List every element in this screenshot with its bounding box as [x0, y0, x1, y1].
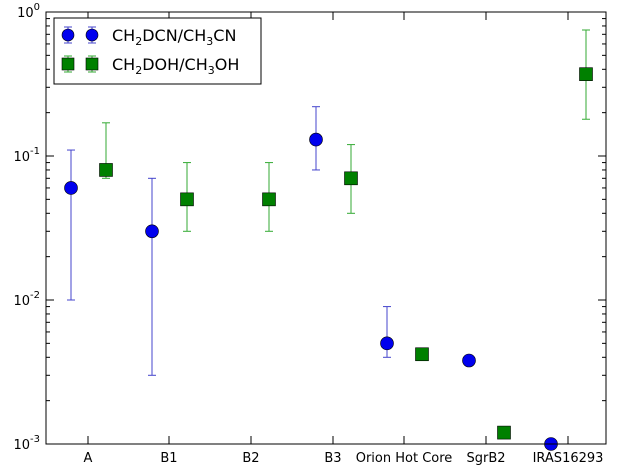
legend-marker-circle [61, 28, 75, 42]
legend-subscript: 2 [135, 64, 142, 77]
legend-text-part: CN [213, 26, 236, 45]
x-tick-label: A [84, 451, 93, 466]
data-point-square [497, 425, 511, 440]
y-tick-label: 10-2 [13, 290, 40, 309]
legend-marker-circle [85, 28, 99, 42]
legend-subscript: 3 [208, 64, 215, 77]
y-tick-exponent: 0 [34, 2, 40, 13]
y-tick-exponent: -2 [30, 290, 40, 301]
plot-frame [45, 11, 607, 445]
x-axis: A B1 B2 B3 Orion Hot Core SgrB2 IRAS16293 [84, 12, 604, 466]
legend-subscript: 2 [135, 35, 142, 48]
legend-text-part: OH [215, 55, 240, 74]
legend-label: CH2DCN/CH3CN [112, 26, 236, 48]
y-tick-base: 10 [13, 150, 30, 165]
y-tick-base: 10 [13, 294, 30, 309]
series-1 [64, 106, 558, 451]
data-point-circle [145, 224, 159, 239]
legend-marker-square [85, 57, 99, 71]
legend-text-part: CH [112, 55, 135, 74]
series-2 [99, 29, 593, 440]
data-point-square [415, 347, 429, 362]
data-point-square [344, 171, 358, 186]
legend-subscript: 3 [206, 35, 213, 48]
x-tick-label: B1 [160, 451, 177, 466]
error-bar [148, 177, 156, 376]
y-tick-exponent: -3 [30, 434, 40, 445]
legend-frame [53, 17, 262, 85]
plot-area [64, 29, 593, 451]
error-bar [67, 149, 75, 301]
x-tick-label: Orion Hot Core [356, 451, 453, 466]
y-tick-label: 10-3 [13, 434, 40, 453]
legend-entry: CH2DOH/CH3OH [61, 55, 239, 77]
legend-text-part: CH [112, 26, 135, 45]
y-tick-exponent: -1 [30, 146, 40, 157]
legend-text-part: DOH/CH [142, 55, 208, 74]
legend-text-part: DCN/CH [142, 26, 206, 45]
y-tick-label: 100 [17, 2, 40, 21]
legend-marker-square [61, 57, 75, 71]
x-tick-label: B3 [324, 451, 341, 466]
data-point-square [180, 192, 194, 207]
y-tick-label: 10-1 [13, 146, 40, 165]
data-point-circle [462, 353, 476, 368]
x-tick-label: B2 [242, 451, 259, 466]
data-point-square [99, 163, 113, 177]
x-tick-label: IRAS16293 [533, 451, 604, 466]
data-point-circle [309, 132, 323, 147]
data-point-square [579, 67, 593, 81]
x-tick-label: SgrB2 [466, 451, 505, 466]
data-point-square [262, 192, 276, 207]
y-tick-base: 10 [13, 438, 30, 453]
data-point-circle [380, 336, 394, 351]
y-tick-base: 10 [17, 6, 34, 21]
data-point-circle [64, 181, 78, 195]
legend-label: CH2DOH/CH3OH [112, 55, 239, 77]
legend-entry: CH2DCN/CH3CN [61, 26, 236, 48]
